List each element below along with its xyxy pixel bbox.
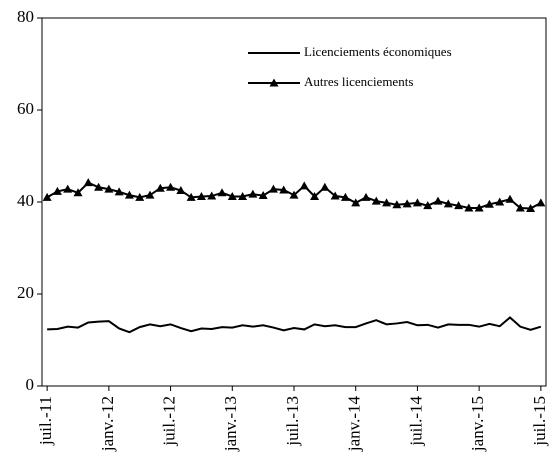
point-marker bbox=[351, 198, 361, 207]
point-marker bbox=[412, 198, 422, 207]
point-marker bbox=[248, 189, 258, 198]
point-marker bbox=[443, 199, 453, 208]
point-marker bbox=[124, 190, 134, 199]
point-marker bbox=[238, 191, 248, 200]
y-tick-label: 0 bbox=[26, 375, 35, 394]
point-marker bbox=[94, 182, 104, 191]
x-tick-label: janv.-12 bbox=[98, 396, 117, 452]
point-marker bbox=[289, 190, 299, 199]
point-marker bbox=[227, 191, 237, 200]
point-marker bbox=[52, 186, 62, 195]
x-tick-label: janv.-13 bbox=[221, 396, 240, 452]
point-marker bbox=[73, 188, 83, 197]
point-marker bbox=[104, 184, 114, 193]
point-marker bbox=[464, 203, 474, 212]
series-line bbox=[47, 316, 542, 334]
y-tick-label: 80 bbox=[17, 7, 34, 26]
point-marker bbox=[155, 183, 165, 192]
point-marker bbox=[474, 203, 484, 212]
point-marker bbox=[536, 198, 546, 207]
point-marker bbox=[196, 191, 206, 200]
point-marker bbox=[361, 192, 371, 201]
x-tick-label: juil.-12 bbox=[159, 396, 178, 447]
point-marker bbox=[484, 199, 494, 208]
x-tick-label: juil.-13 bbox=[283, 396, 302, 447]
x-tick-label: juil.-11 bbox=[36, 396, 55, 446]
point-marker bbox=[423, 201, 433, 210]
point-marker bbox=[371, 196, 381, 205]
x-tick-label: juil.-15 bbox=[530, 396, 549, 447]
point-marker bbox=[330, 191, 340, 200]
point-marker bbox=[279, 185, 289, 194]
y-tick-label: 20 bbox=[17, 283, 34, 302]
point-marker bbox=[515, 203, 525, 212]
point-marker bbox=[176, 186, 186, 194]
x-tick-label: juil.-14 bbox=[406, 396, 425, 447]
point-marker bbox=[505, 194, 515, 203]
point-marker bbox=[114, 187, 124, 196]
point-marker bbox=[145, 190, 155, 199]
y-tick-label: 60 bbox=[17, 99, 34, 118]
point-marker bbox=[340, 192, 350, 201]
point-marker bbox=[310, 191, 320, 200]
x-tick-label: janv.-14 bbox=[345, 396, 364, 453]
point-marker bbox=[382, 198, 392, 207]
point-marker bbox=[454, 201, 464, 210]
point-marker bbox=[217, 188, 227, 197]
point-marker bbox=[83, 178, 93, 187]
point-marker bbox=[258, 191, 268, 200]
point-marker bbox=[320, 182, 330, 191]
point-marker bbox=[392, 200, 402, 209]
point-marker bbox=[526, 203, 536, 212]
y-tick-label: 40 bbox=[17, 191, 34, 210]
point-marker bbox=[299, 181, 309, 190]
legend-label: Autres licenciements bbox=[304, 74, 413, 89]
point-marker bbox=[207, 191, 217, 200]
plot-frame bbox=[41, 17, 547, 387]
x-tick-label: janv.-15 bbox=[468, 396, 487, 452]
legend-marker bbox=[269, 78, 279, 87]
point-marker bbox=[433, 196, 443, 205]
point-marker bbox=[402, 199, 412, 208]
point-marker bbox=[63, 184, 73, 193]
point-marker bbox=[495, 197, 505, 206]
legend-label: Licenciements économiques bbox=[304, 44, 452, 59]
point-marker bbox=[166, 182, 176, 191]
point-marker bbox=[42, 192, 52, 201]
point-marker bbox=[186, 192, 196, 201]
point-marker bbox=[268, 184, 278, 193]
point-marker bbox=[135, 192, 145, 201]
